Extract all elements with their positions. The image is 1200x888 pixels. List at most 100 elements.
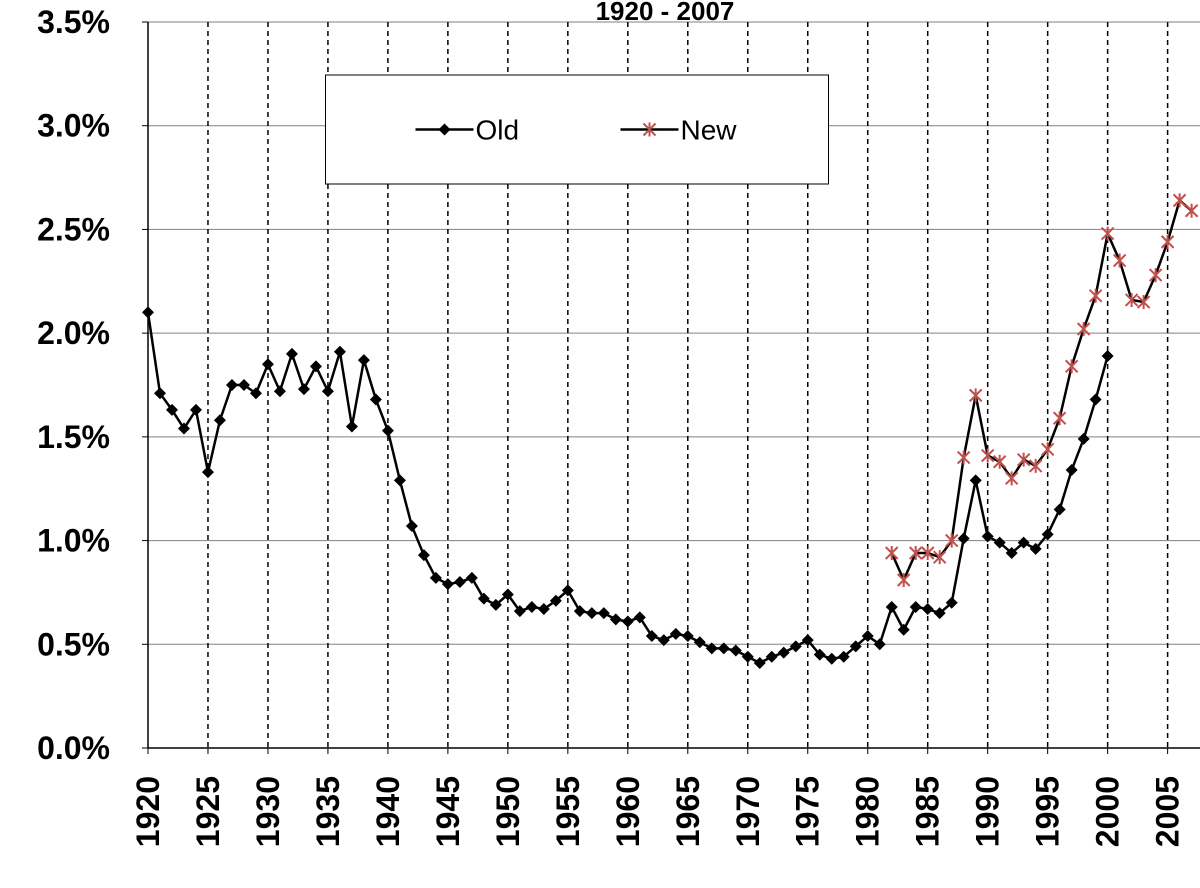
marker <box>453 576 466 589</box>
x-tick-label: 1995 <box>1030 776 1066 847</box>
marker <box>441 578 454 591</box>
marker <box>1112 253 1127 268</box>
marker <box>909 600 922 613</box>
marker <box>873 638 886 651</box>
marker <box>933 607 946 620</box>
marker <box>932 550 947 565</box>
marker <box>621 615 634 628</box>
marker <box>920 546 935 561</box>
marker <box>957 532 970 545</box>
marker <box>681 629 694 642</box>
marker <box>333 345 346 358</box>
marker <box>549 594 562 607</box>
marker <box>1052 411 1067 426</box>
x-tick-label: 1925 <box>190 776 226 847</box>
marker <box>237 379 250 391</box>
marker <box>944 533 959 548</box>
marker <box>981 530 994 543</box>
marker <box>1017 536 1030 549</box>
marker <box>465 571 478 584</box>
marker <box>609 613 622 626</box>
legend-box <box>325 74 829 185</box>
x-tick-label: 1975 <box>790 776 826 847</box>
marker <box>429 571 442 584</box>
marker <box>1184 203 1199 218</box>
marker <box>1136 295 1151 310</box>
x-tick-label: 1920 <box>130 776 166 847</box>
marker <box>513 605 526 618</box>
marker <box>381 424 394 437</box>
y-tick-label: 2.5% <box>37 211 110 247</box>
marker <box>669 627 682 640</box>
x-tick-label: 1940 <box>370 776 406 847</box>
marker <box>921 603 934 616</box>
marker <box>525 600 538 613</box>
marker <box>1124 292 1139 307</box>
marker <box>753 656 766 669</box>
marker <box>1005 547 1018 560</box>
x-tick-label: 1980 <box>850 776 886 847</box>
marker <box>201 466 214 479</box>
marker <box>537 603 550 616</box>
marker <box>693 636 706 649</box>
marker <box>345 420 358 433</box>
marker <box>477 592 490 605</box>
marker <box>357 354 370 367</box>
y-tick-label: 3.0% <box>37 108 110 144</box>
marker <box>285 347 298 360</box>
marker <box>1101 349 1114 362</box>
marker <box>909 546 923 561</box>
x-tick-label: 2000 <box>1090 776 1126 847</box>
marker <box>1065 464 1078 477</box>
marker <box>597 607 610 620</box>
marker <box>1076 321 1091 336</box>
marker <box>561 584 574 597</box>
y-tick-label: 2.0% <box>37 315 110 351</box>
x-tick-label: 1965 <box>670 776 706 847</box>
x-tick-label: 1955 <box>550 776 586 847</box>
series-line <box>890 198 1193 584</box>
marker <box>980 448 995 463</box>
marker <box>885 546 899 561</box>
x-tick-label: 1935 <box>310 776 346 847</box>
marker <box>849 640 862 653</box>
marker <box>717 642 730 655</box>
marker <box>393 474 406 487</box>
marker <box>142 306 154 319</box>
marker <box>153 387 166 400</box>
marker <box>969 474 982 487</box>
marker <box>177 422 190 435</box>
marker <box>1077 432 1090 445</box>
marker <box>165 403 178 416</box>
marker <box>968 388 983 403</box>
marker <box>789 640 802 653</box>
marker <box>729 644 742 657</box>
marker <box>489 598 502 611</box>
x-tick-label: 2005 <box>1150 776 1186 847</box>
marker <box>1089 393 1102 406</box>
marker <box>657 634 670 647</box>
marker <box>225 379 238 391</box>
marker <box>992 454 1007 469</box>
marker <box>1100 226 1115 241</box>
marker <box>189 403 202 416</box>
marker <box>633 611 646 624</box>
marker <box>501 588 514 601</box>
marker <box>885 600 898 613</box>
legend-label: New <box>681 115 738 146</box>
y-tick-label: 1.0% <box>37 523 110 559</box>
marker <box>741 650 754 663</box>
marker <box>369 393 382 406</box>
marker <box>1004 471 1019 486</box>
marker <box>1064 359 1079 374</box>
y-tick-label: 3.5% <box>37 4 110 40</box>
marker <box>1029 542 1042 555</box>
marker <box>645 629 658 642</box>
marker <box>321 385 334 398</box>
y-tick-label: 0.5% <box>37 626 110 662</box>
marker <box>297 383 310 396</box>
marker <box>1172 193 1187 208</box>
marker <box>705 642 718 655</box>
marker <box>861 629 874 642</box>
